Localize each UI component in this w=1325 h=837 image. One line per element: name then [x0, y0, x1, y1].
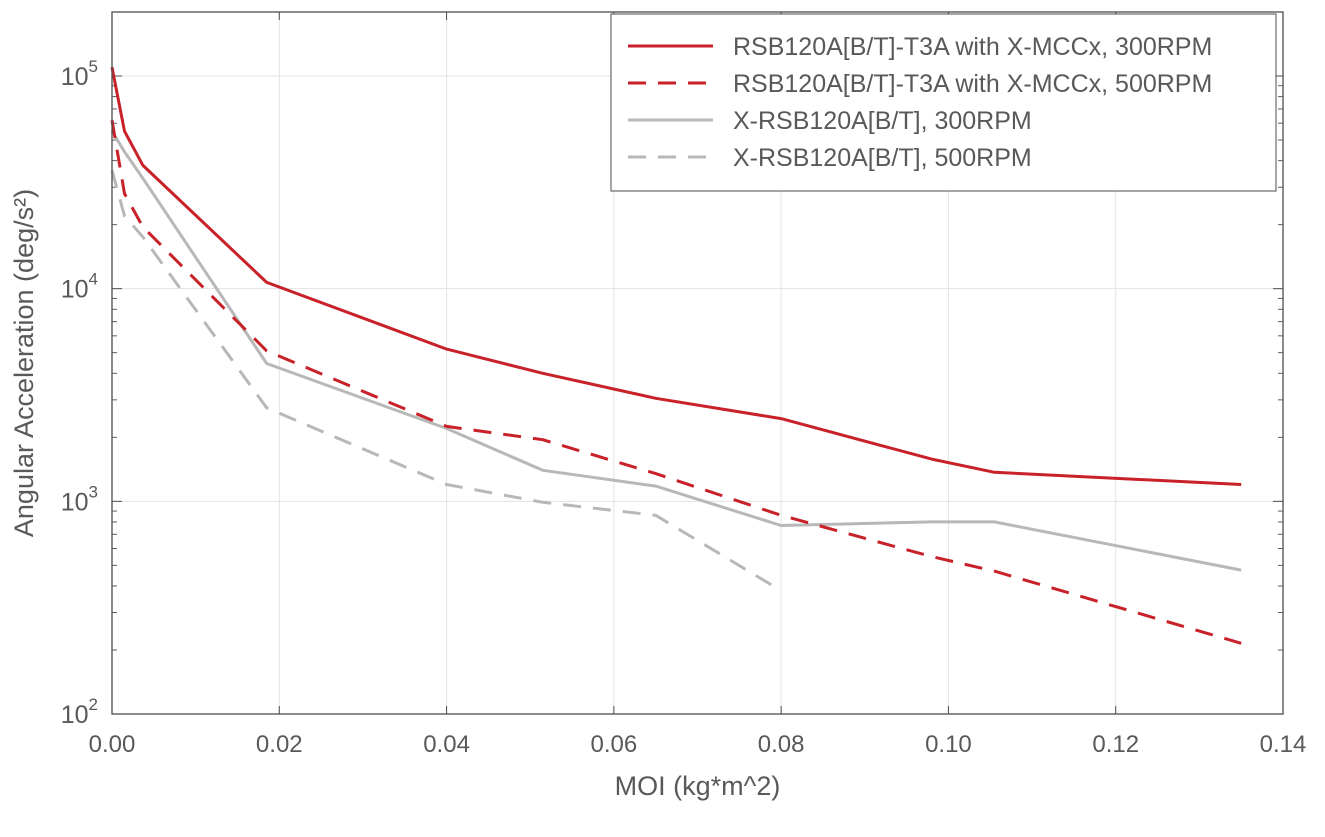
- legend-box: [610, 13, 1277, 192]
- x-tick-label: 0.14: [1260, 731, 1307, 758]
- tick-labels: 0.00 0.02 0.04 0.06 0.08 0.10 0.12 0.14 102 103 10…: [61, 57, 1307, 758]
- y-tick-label: 105: [61, 57, 98, 91]
- series-line-2: [110, 119, 1242, 645]
- legend-label-4: X-RSB120A[B/T], 500RPM: [733, 144, 1032, 172]
- series-lines: [110, 66, 1242, 645]
- plot-frame: [111, 11, 1284, 715]
- x-tick-label: 0.04: [423, 731, 470, 758]
- x-tick-label: 0.08: [758, 731, 805, 758]
- series-line-4: [110, 170, 782, 592]
- x-tick-label: 0.12: [1092, 731, 1139, 758]
- x-tick-label: 0.06: [590, 731, 637, 758]
- legend-label-1: RSB120A[B/T]-T3A with X-MCCx, 300RPM: [733, 33, 1212, 61]
- y-axis-label: Angular Acceleration (deg/s²): [9, 189, 39, 537]
- series-line-3: [110, 130, 1242, 572]
- x-axis-label: MOI (kg*m^2): [615, 771, 781, 801]
- y-tick-label: 102: [61, 695, 98, 729]
- legend-label-3: X-RSB120A[B/T], 300RPM: [733, 107, 1032, 135]
- legend-label-2: RSB120A[B/T]-T3A with X-MCCx, 500RPM: [733, 70, 1212, 98]
- x-tick-label: 0.02: [256, 731, 303, 758]
- x-tick-label: 0.00: [89, 731, 136, 758]
- series-line-1: [110, 66, 1242, 486]
- x-tick-label: 0.10: [925, 731, 972, 758]
- legend: RSB120A[B/T]-T3A with X-MCCx, 300RPM RSB1…: [610, 13, 1277, 192]
- y-tick-label: 104: [61, 270, 98, 304]
- y-tick-label: 103: [61, 482, 98, 516]
